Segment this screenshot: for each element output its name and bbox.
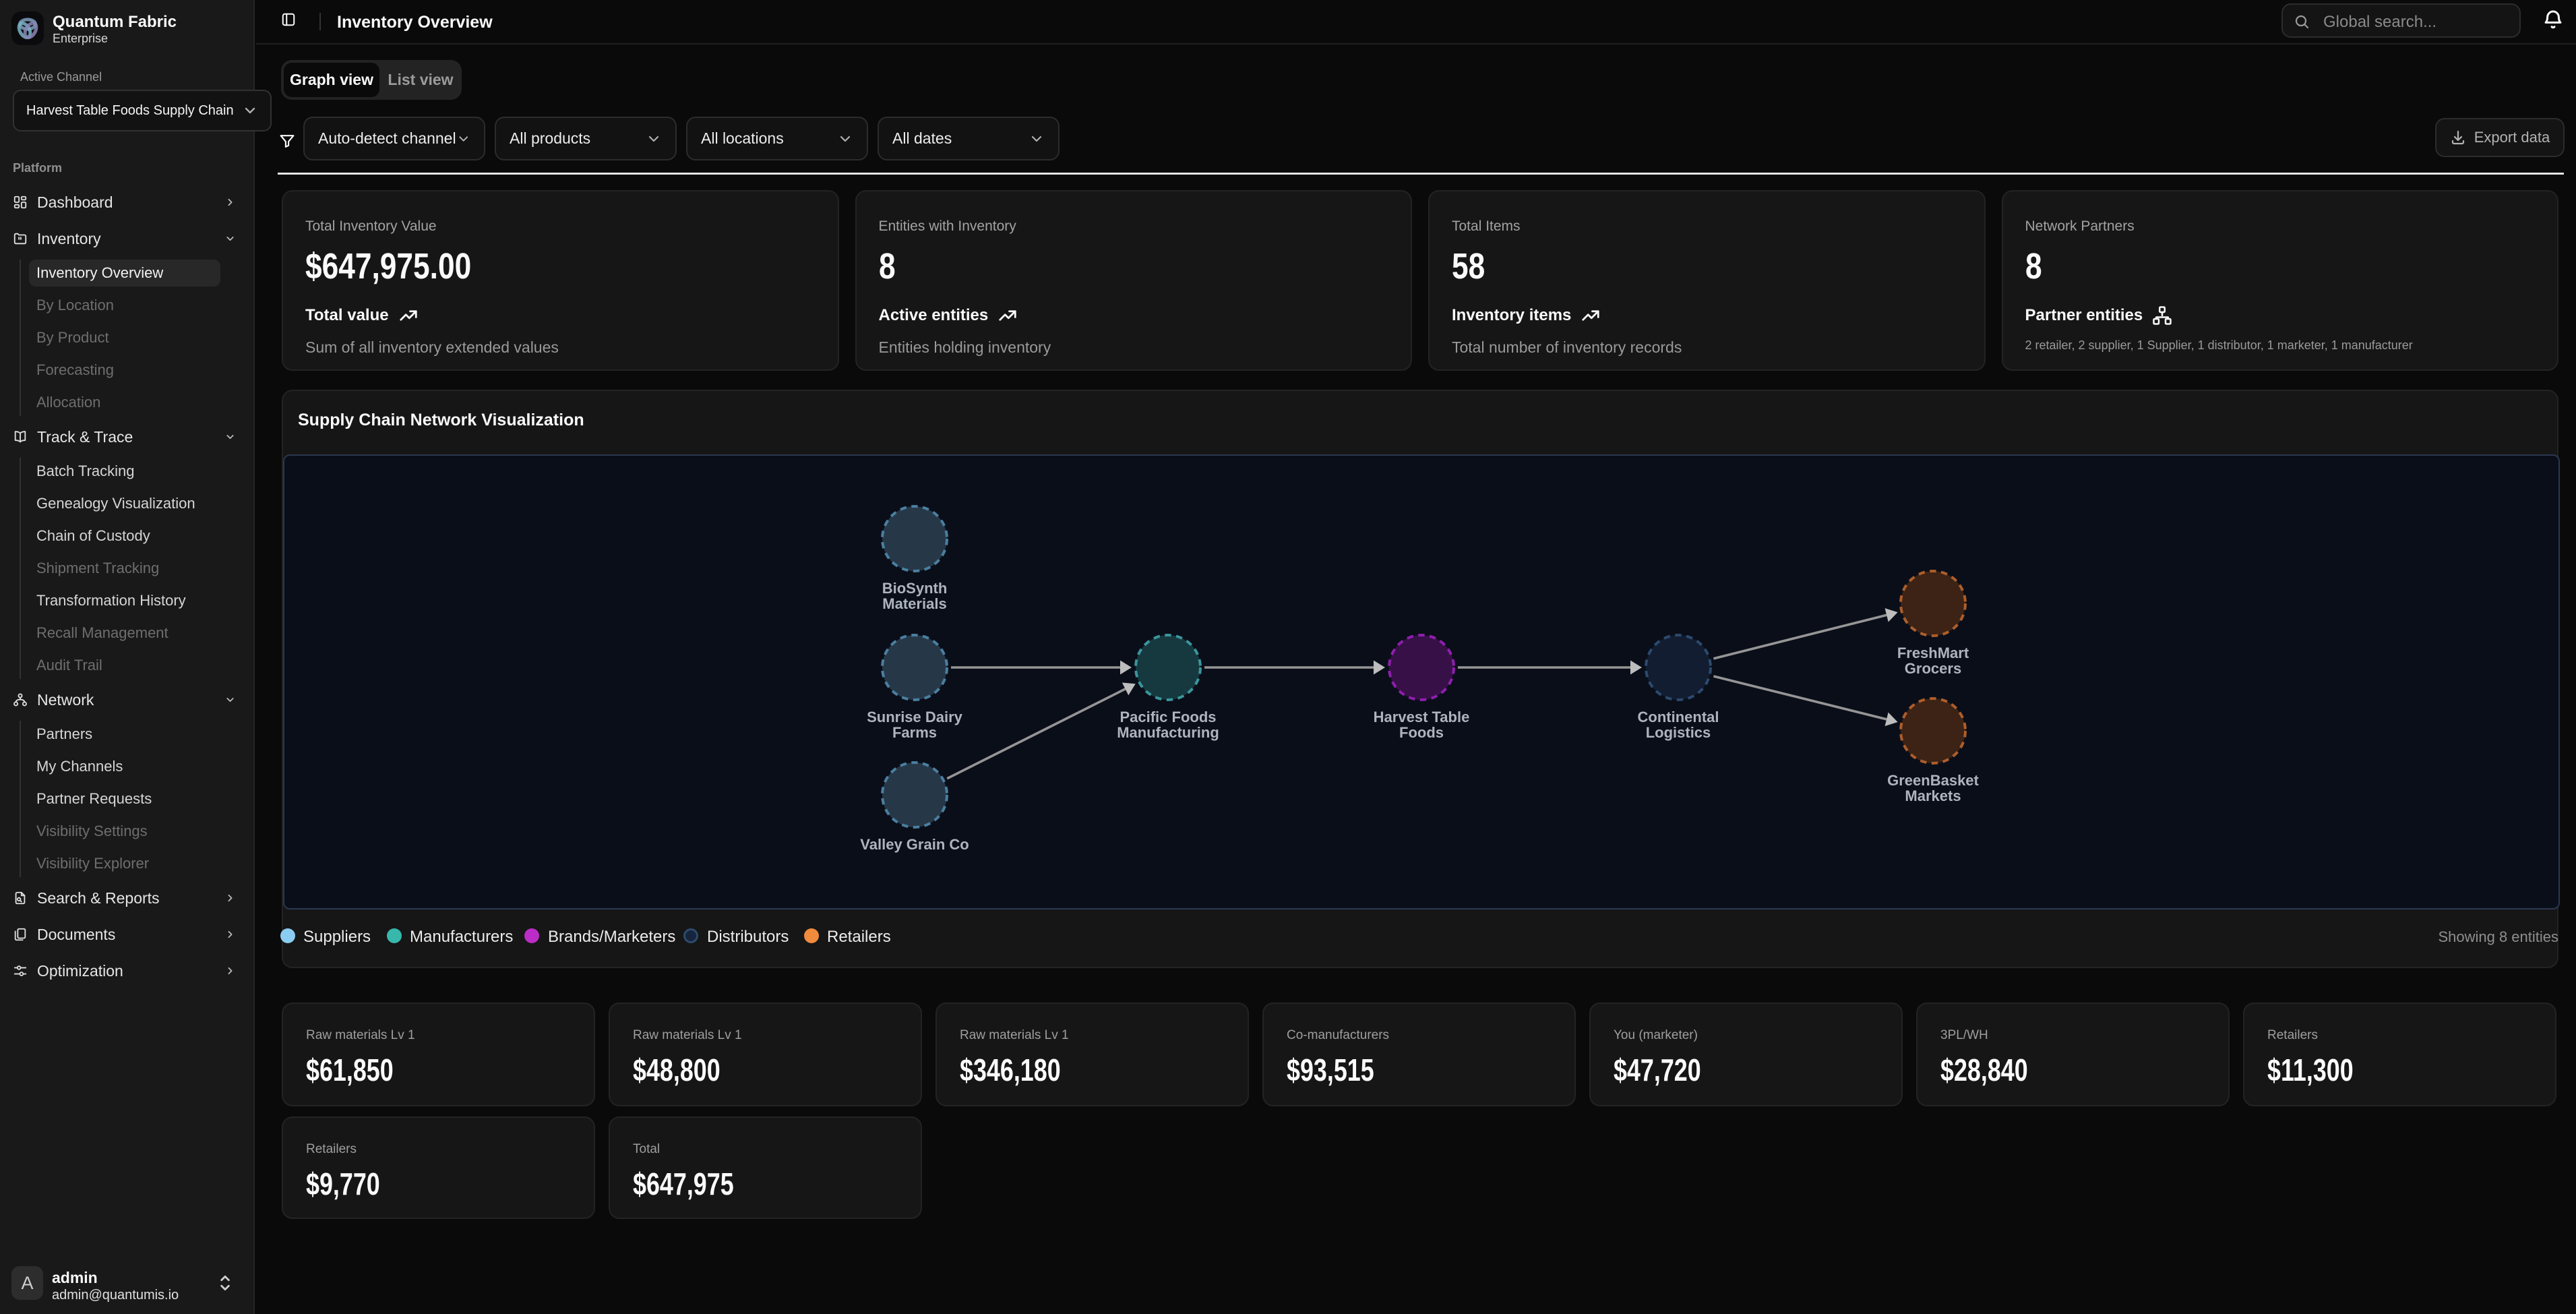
svg-text:Valley Grain Co: Valley Grain Co (860, 836, 969, 853)
svg-text:FreshMart: FreshMart (1897, 645, 1969, 661)
svg-text:Manufacturing: Manufacturing (1117, 724, 1219, 741)
svg-text:BioSynth: BioSynth (882, 580, 948, 597)
svg-text:Pacific Foods: Pacific Foods (1120, 709, 1216, 725)
svg-text:Materials: Materials (882, 595, 946, 612)
svg-text:Continental: Continental (1638, 709, 1719, 725)
svg-text:Farms: Farms (892, 724, 937, 741)
svg-text:Logistics: Logistics (1646, 724, 1711, 741)
svg-text:Foods: Foods (1399, 724, 1444, 741)
svg-text:Sunrise Dairy: Sunrise Dairy (867, 709, 963, 725)
svg-text:Grocers: Grocers (1905, 660, 1961, 677)
svg-text:GreenBasket: GreenBasket (1887, 772, 1979, 789)
svg-text:Harvest Table: Harvest Table (1374, 709, 1470, 725)
svg-text:Markets: Markets (1905, 787, 1961, 804)
